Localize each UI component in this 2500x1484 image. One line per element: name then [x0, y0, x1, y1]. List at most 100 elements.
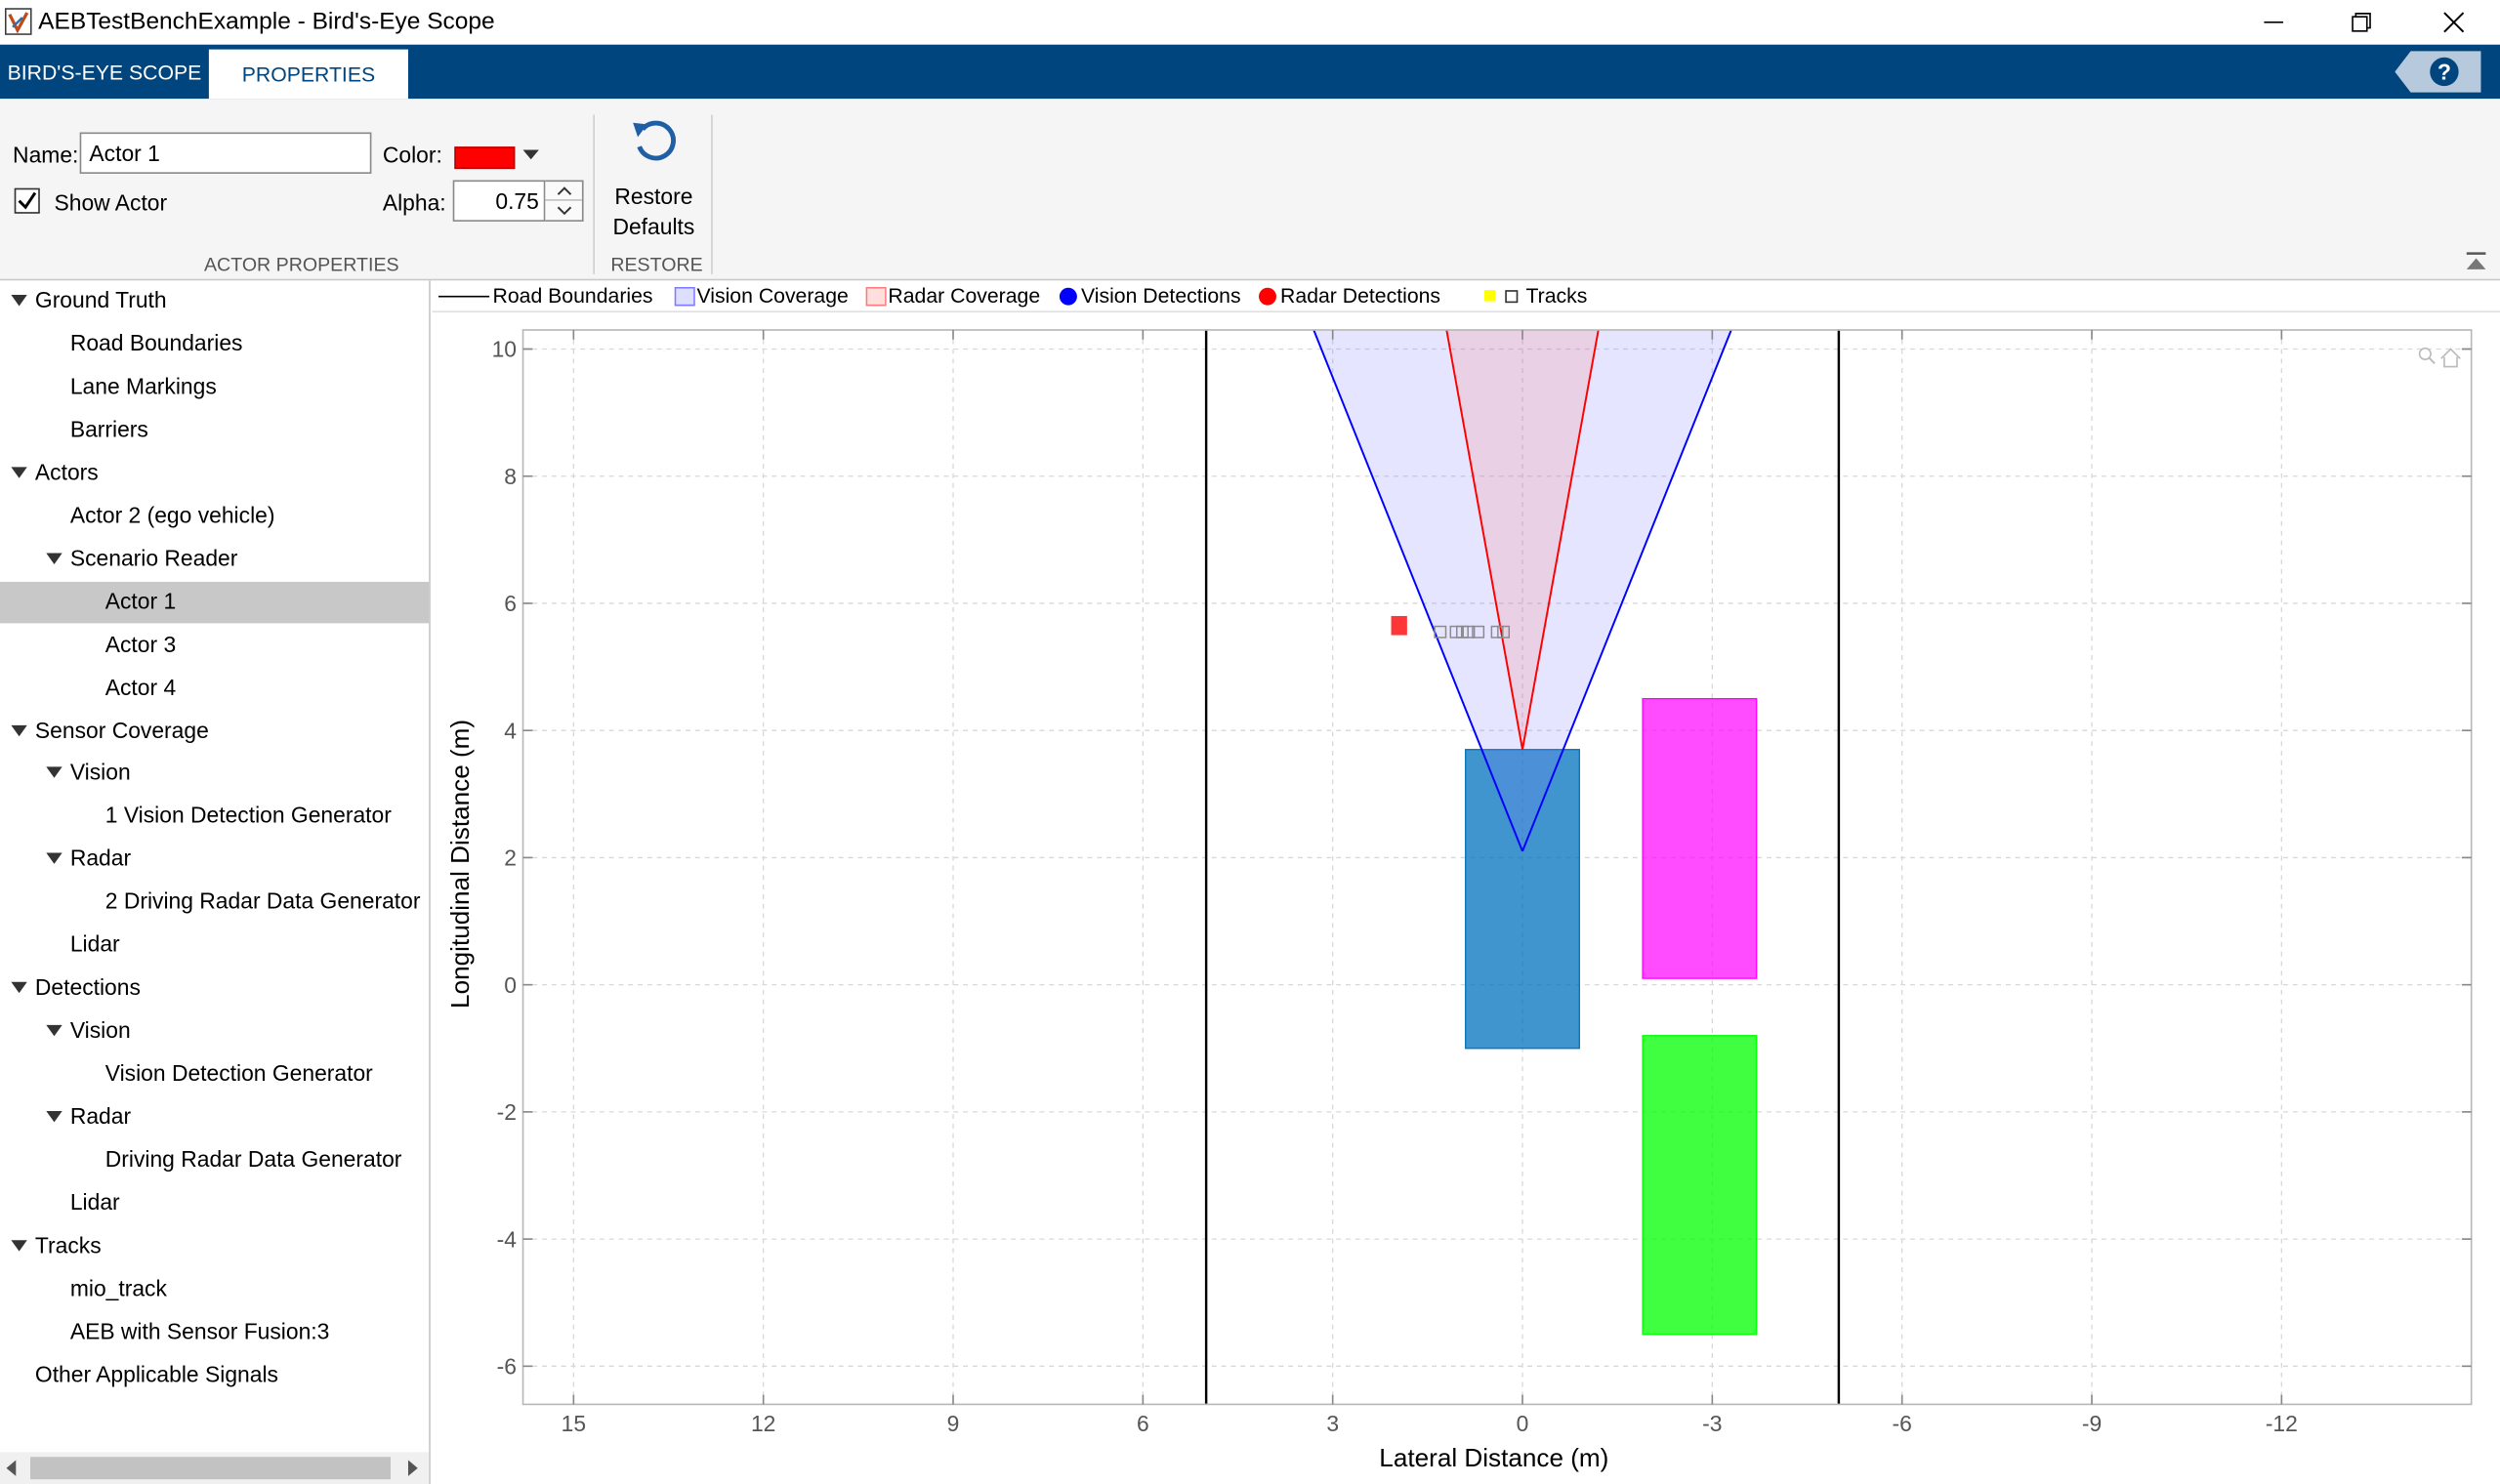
tree-item[interactable]: 1 Vision Detection Generator	[0, 796, 429, 837]
tree-item[interactable]: Vision	[0, 1010, 429, 1051]
birds-eye-plot-pane: Road Boundaries Vision Coverage Radar Cove…	[432, 280, 2500, 1484]
expand-arrow-icon[interactable]	[11, 724, 27, 736]
tree-item[interactable]: Barriers	[0, 409, 429, 450]
alpha-spinner[interactable]	[545, 180, 584, 222]
y-tick-label: -6	[497, 1354, 517, 1380]
scrollbar-thumb[interactable]	[30, 1457, 392, 1480]
section-divider	[711, 114, 713, 274]
y-tick-label: 4	[504, 718, 517, 743]
tree-item-label: Driving Radar Data Generator	[104, 1145, 402, 1173]
matlab-app-icon	[4, 8, 32, 35]
tree-item[interactable]: Actor 3	[0, 624, 429, 665]
tree-item[interactable]: Lidar	[0, 925, 429, 966]
legend-item[interactable]: Vision Detections	[1059, 284, 1258, 309]
legend-item[interactable]: Radar Detections	[1258, 284, 1482, 309]
tree-item[interactable]: Actors	[0, 452, 429, 493]
show-actor-checkbox[interactable]	[14, 187, 40, 214]
signal-tree-panel: Ground Truth Road Boundaries Lane Markings…	[0, 280, 431, 1484]
birds-eye-plot[interactable]: 15 12 9 6 3 0 -3 -6 -9 -12 10 8 6 4 2 0 -2 -4 -6 Lateral Di…	[432, 280, 2500, 1484]
scroll-left-icon[interactable]	[6, 1460, 17, 1476]
tree-item-label: mio_track	[69, 1274, 167, 1301]
x-tick-label: -12	[2266, 1411, 2298, 1436]
tree-item-label: Lane Markings	[69, 372, 217, 398]
close-icon	[2443, 12, 2465, 33]
help-icon: ?	[2395, 51, 2481, 93]
home-icon[interactable]	[2440, 348, 2461, 368]
close-window-button[interactable]	[2417, 0, 2490, 45]
tree-item[interactable]: Radar	[0, 1096, 429, 1137]
tree-item-label: AEB with Sensor Fusion:3	[69, 1317, 330, 1344]
legend-label: Radar Coverage	[888, 283, 1041, 309]
expand-arrow-icon[interactable]	[11, 467, 27, 478]
alpha-decrement-button[interactable]	[545, 201, 582, 221]
tree-item-label: Actor 4	[104, 673, 177, 700]
alpha-increment-button[interactable]	[545, 182, 582, 201]
line-marker-icon	[438, 295, 490, 298]
legend-item[interactable]: Road Boundaries	[438, 284, 675, 309]
legend-item[interactable]: Tracks	[1482, 284, 1594, 309]
zoom-icon[interactable]	[2418, 347, 2436, 364]
legend-item[interactable]: Vision Coverage	[674, 284, 866, 309]
minimize-button[interactable]	[2237, 0, 2311, 45]
collapse-toolstrip-icon[interactable]	[2464, 250, 2489, 272]
restore-defaults-label: Restore Defaults	[612, 183, 695, 239]
expand-arrow-icon[interactable]	[46, 853, 62, 865]
chevron-down-icon[interactable]	[521, 148, 541, 161]
tree-item-label: Vision	[69, 1016, 131, 1044]
svg-text:?: ?	[2438, 60, 2451, 85]
legend-item[interactable]: Radar Coverage	[865, 283, 1060, 309]
color-label: Color:	[382, 142, 442, 168]
y-axis-label: Longitudinal Distance (m)	[445, 720, 475, 1009]
expand-arrow-icon[interactable]	[46, 1025, 62, 1037]
expand-arrow-icon[interactable]	[46, 767, 62, 779]
tree-item[interactable]: Scenario Reader	[0, 538, 429, 579]
restore-defaults-button[interactable]: Restore Defaults	[604, 111, 703, 242]
horizontal-scrollbar[interactable]	[0, 1452, 430, 1484]
tree-item[interactable]: Actor 1	[0, 581, 430, 623]
alpha-input[interactable]	[452, 180, 546, 222]
tree-item-label: Actor 1	[104, 587, 177, 614]
tree-item[interactable]: 2 Driving Radar Data Generator	[0, 882, 429, 923]
scroll-right-icon[interactable]	[407, 1460, 418, 1476]
tree-item[interactable]: Detections	[0, 968, 429, 1009]
restore-window-button[interactable]	[2324, 0, 2397, 45]
tree-item[interactable]: mio_track	[0, 1268, 429, 1309]
tree-item[interactable]: Lane Markings	[0, 366, 429, 407]
tree-item[interactable]: AEB with Sensor Fusion:3	[0, 1311, 429, 1352]
tree-item[interactable]: Actor 2 (ego vehicle)	[0, 495, 429, 536]
color-swatch[interactable]	[454, 146, 516, 170]
track-marker	[1472, 625, 1485, 639]
tree-item[interactable]: Road Boundaries	[0, 323, 429, 364]
plot-content	[1204, 329, 1841, 1405]
tree-item[interactable]: Lidar	[0, 1182, 429, 1223]
x-tick-label: -3	[1702, 1411, 1722, 1436]
tree-item[interactable]: Vision	[0, 753, 429, 794]
actor-name-input[interactable]	[79, 132, 372, 174]
expand-arrow-icon[interactable]	[11, 295, 27, 307]
x-tick-label: 0	[1517, 1411, 1529, 1436]
tree-item[interactable]: Tracks	[0, 1225, 429, 1266]
vision-coverage-edge	[1521, 329, 1732, 852]
expand-arrow-icon[interactable]	[46, 553, 62, 564]
tab-birds-eye-scope[interactable]: BIRD'S-EYE SCOPE	[7, 60, 202, 84]
tree-item[interactable]: Actor 4	[0, 667, 429, 708]
expand-arrow-icon[interactable]	[11, 1240, 27, 1252]
tree-item[interactable]: Sensor Coverage	[0, 710, 429, 751]
tree-item-label: Lidar	[69, 1188, 120, 1216]
radar-coverage-edge	[1521, 329, 1600, 750]
tree-item[interactable]: Other Applicable Signals	[0, 1354, 429, 1395]
track-marker	[1434, 625, 1447, 639]
tree-item[interactable]: Driving Radar Data Generator	[0, 1139, 429, 1180]
tree-item[interactable]: Vision Detection Generator	[0, 1053, 429, 1094]
tree-item[interactable]: Radar	[0, 839, 429, 880]
expand-arrow-icon[interactable]	[46, 1111, 62, 1123]
tab-properties[interactable]: PROPERTIES	[208, 49, 408, 100]
tree-item[interactable]: Ground Truth	[0, 280, 429, 321]
patch-marker-icon	[674, 286, 695, 307]
axes-toolbar	[2418, 347, 2461, 368]
help-button[interactable]: ?	[2395, 51, 2481, 93]
legend-label: Vision Detections	[1080, 283, 1241, 309]
expand-arrow-icon[interactable]	[11, 982, 27, 994]
tree-item-label: Actor 2 (ego vehicle)	[69, 501, 275, 528]
tree-item-label: Radar	[69, 845, 132, 872]
